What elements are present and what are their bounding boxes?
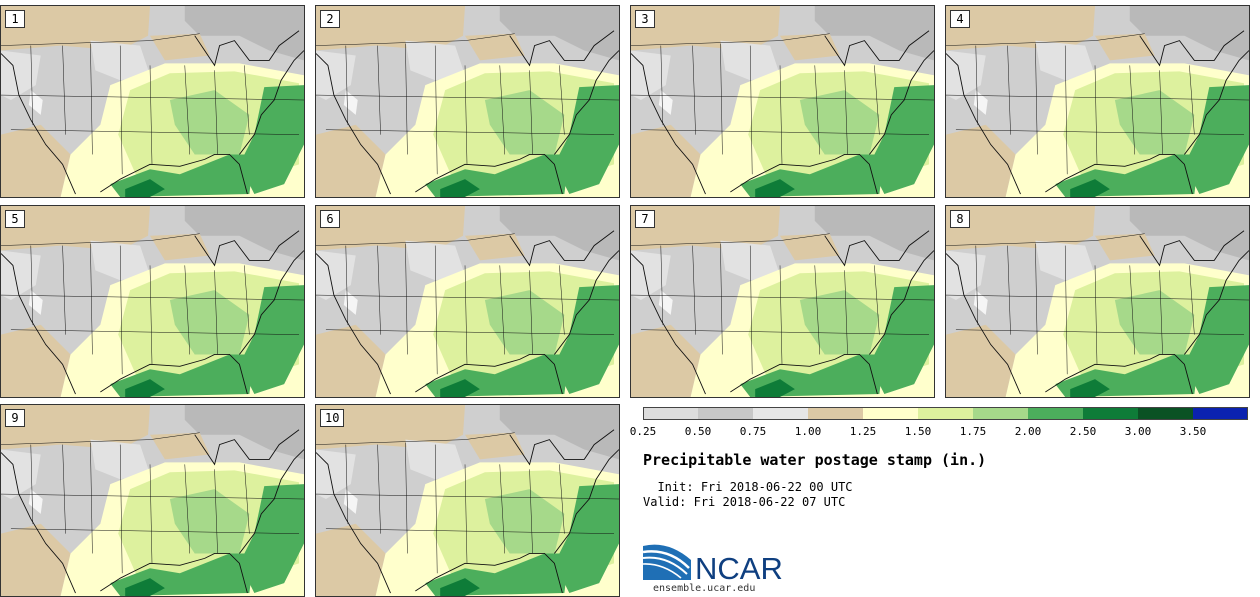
member-number-label: 9 (5, 409, 25, 427)
colorbar-tick-label: 1.25 (849, 425, 877, 438)
member-number-label: 5 (5, 210, 25, 228)
colorbar-tick-label: 2.00 (1014, 425, 1042, 438)
postage-stamp-map: 4 (945, 5, 1250, 198)
init-label: Init: (657, 480, 694, 494)
colorbar-segment (643, 407, 698, 420)
valid-value: Fri 2018-06-22 07 UTC (693, 495, 846, 509)
colorbar-tick-label: 1.75 (959, 425, 987, 438)
colorbar-tick-label: 1.00 (794, 425, 822, 438)
member-number-label: 6 (320, 210, 340, 228)
colorbar-segment (698, 407, 753, 420)
colorbar-tick-label: 2.50 (1069, 425, 1097, 438)
colorbar-tick-label: 3.50 (1179, 425, 1207, 438)
init-value: Fri 2018-06-22 00 UTC (700, 480, 853, 494)
valid-time: Valid: Fri 2018-06-22 07 UTC (643, 495, 845, 509)
member-number-label: 1 (5, 10, 25, 28)
member-number-label: 10 (320, 409, 345, 427)
postage-stamp-map: 7 (630, 205, 935, 398)
postage-stamp-map: 6 (315, 205, 620, 398)
colorbar-tick-label: 3.00 (1124, 425, 1152, 438)
colorbar-tick-label: 0.25 (629, 425, 657, 438)
postage-stamp-map: 2 (315, 5, 620, 198)
colorbar-segment (918, 407, 973, 420)
colorbar-segment (1193, 407, 1248, 420)
colorbar-segment (808, 407, 863, 420)
figure-title: Precipitable water postage stamp (in.) (643, 451, 987, 469)
member-number-label: 8 (950, 210, 970, 228)
colorbar-tick-label: 0.50 (684, 425, 712, 438)
valid-label: Valid: (643, 495, 687, 509)
colorbar-segment (1083, 407, 1138, 420)
postage-stamp-map: 10 (315, 404, 620, 597)
svg-text:NCAR: NCAR (695, 551, 783, 582)
colorbar-tick-label: 0.75 (739, 425, 767, 438)
member-number-label: 7 (635, 210, 655, 228)
ncar-logo: NCAR (642, 542, 793, 586)
member-number-label: 4 (950, 10, 970, 28)
colorbar (643, 405, 1248, 424)
colorbar-segment (753, 407, 808, 420)
colorbar-segment (1028, 407, 1083, 420)
postage-stamp-map: 8 (945, 205, 1250, 398)
postage-stamp-map: 5 (0, 205, 305, 398)
postage-stamp-map: 9 (0, 404, 305, 597)
colorbar-segment (863, 407, 918, 420)
postage-stamp-map: 1 (0, 5, 305, 198)
site-url: ensemble.ucar.edu (653, 583, 756, 594)
colorbar-segment (1138, 407, 1193, 420)
member-number-label: 3 (635, 10, 655, 28)
member-number-label: 2 (320, 10, 340, 28)
colorbar-tick-label: 1.50 (904, 425, 932, 438)
colorbar-segment (973, 407, 1028, 420)
init-time: Init: Fri 2018-06-22 00 UTC (643, 480, 853, 494)
postage-stamp-map: 3 (630, 5, 935, 198)
